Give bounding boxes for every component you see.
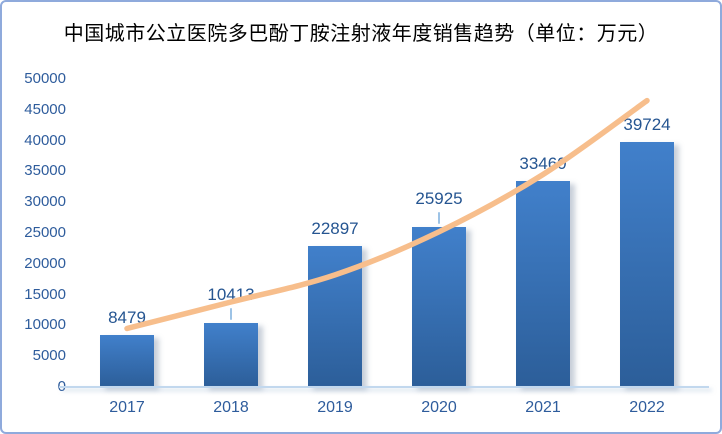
y-axis-tick-label: 10000 [24, 316, 66, 334]
y-axis-tick-label: 30000 [24, 193, 66, 211]
x-axis-tick-label: 2018 [213, 399, 249, 416]
bar-2020 [412, 227, 466, 387]
y-axis-tick-label: 35000 [24, 162, 66, 180]
data-label: 8479 [108, 307, 146, 327]
bar-2017 [100, 334, 154, 387]
data-label: 33460 [519, 153, 567, 173]
data-label: 25925 [415, 189, 463, 209]
y-axis-tick-label: 15000 [24, 285, 66, 303]
y-axis-tick-label: 50000 [24, 70, 66, 87]
y-axis-tick-label: 25000 [24, 224, 66, 241]
y-axis-tick-label: 40000 [24, 131, 66, 149]
data-label-leader-line [438, 212, 440, 225]
data-label: 39724 [623, 115, 671, 135]
bar-2018 [204, 322, 258, 387]
x-axis-line [59, 386, 709, 388]
x-axis-tick-label: 2021 [525, 399, 561, 416]
y-axis-tick-label: 5000 [32, 347, 66, 365]
chart-title: 中国城市公立医院多巴酚丁胺注射液年度销售趋势（单位：万元） [63, 23, 659, 45]
data-label-leader-line [230, 307, 232, 320]
bar-2022 [620, 142, 674, 387]
x-axis-tick-label: 2020 [421, 399, 457, 416]
bar-2019 [308, 245, 362, 387]
x-axis-tick-label: 2022 [629, 399, 665, 416]
data-label: 22897 [311, 218, 359, 238]
x-axis-tick-label: 2019 [317, 399, 353, 416]
y-axis-tick-label: 0 [2, 379, 66, 395]
y-axis-tick-label: 45000 [24, 100, 66, 118]
bar-2021 [516, 180, 570, 387]
data-label: 10413 [207, 284, 255, 304]
y-axis-tick-label: 20000 [24, 254, 66, 272]
x-axis-tick-label: 2017 [109, 399, 145, 416]
